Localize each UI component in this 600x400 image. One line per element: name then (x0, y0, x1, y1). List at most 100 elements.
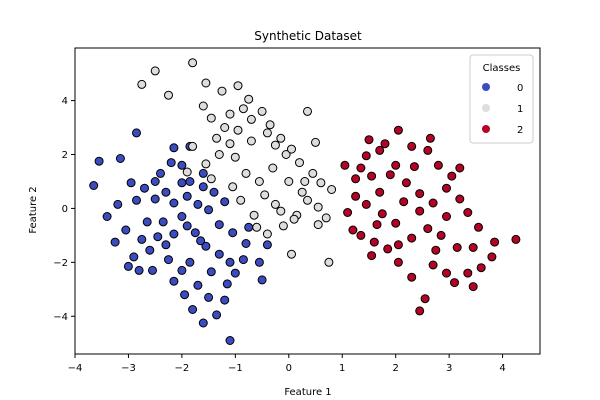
point-class-1 (284, 177, 294, 186)
point-class-2 (361, 199, 371, 209)
point-class-1 (311, 137, 320, 147)
point-class-0 (110, 237, 120, 247)
point-class-0 (121, 225, 131, 235)
point-class-0 (150, 177, 160, 186)
point-class-0 (204, 205, 214, 215)
point-class-1 (233, 81, 243, 91)
point-class-2 (442, 183, 451, 193)
point-class-1 (260, 190, 270, 200)
point-class-2 (423, 224, 433, 234)
x-tick-label: −2 (175, 363, 190, 374)
point-class-2 (393, 125, 403, 135)
point-class-1 (324, 257, 334, 267)
series-0 (89, 128, 272, 345)
legend-marker-1 (482, 104, 490, 112)
point-class-0 (182, 191, 192, 201)
point-class-1 (246, 136, 256, 146)
point-class-2 (428, 260, 438, 270)
point-class-0 (153, 232, 163, 242)
point-class-2 (380, 139, 390, 149)
y-tick-label: 0 (62, 204, 68, 215)
point-class-1 (300, 177, 310, 186)
point-class-0 (166, 158, 176, 168)
point-class-0 (169, 276, 179, 286)
point-class-0 (126, 178, 136, 188)
point-class-0 (169, 143, 179, 153)
point-class-0 (180, 290, 190, 300)
point-class-0 (89, 181, 99, 190)
point-class-1 (201, 159, 211, 169)
point-class-0 (241, 239, 251, 248)
point-class-0 (169, 229, 179, 239)
point-class-2 (401, 178, 411, 188)
point-class-1 (265, 120, 275, 130)
point-class-0 (193, 280, 203, 290)
point-class-1 (238, 104, 248, 114)
point-class-2 (415, 189, 425, 199)
axes-frame (74, 47, 541, 355)
point-class-2 (375, 187, 385, 197)
point-class-0 (177, 160, 187, 170)
y-tick-label: −4 (53, 312, 68, 323)
point-class-1 (268, 163, 278, 173)
point-class-1 (212, 133, 222, 143)
point-class-2 (433, 160, 443, 170)
point-class-1 (257, 106, 267, 116)
point-class-0 (204, 292, 214, 302)
point-class-1 (225, 139, 235, 149)
point-class-1 (188, 141, 198, 151)
point-class-2 (407, 272, 417, 282)
point-class-1 (262, 128, 272, 138)
point-class-2 (391, 160, 401, 170)
point-class-1 (220, 123, 230, 132)
point-class-2 (455, 163, 465, 173)
point-class-2 (348, 225, 358, 235)
point-class-2 (447, 171, 457, 181)
point-class-2 (474, 222, 483, 232)
point-class-1 (230, 152, 240, 162)
point-class-0 (185, 177, 195, 186)
point-class-0 (209, 187, 219, 197)
point-class-0 (220, 197, 230, 207)
point-class-0 (222, 279, 232, 289)
point-class-0 (238, 255, 248, 265)
point-class-2 (375, 145, 385, 155)
point-class-1 (244, 94, 254, 104)
point-class-1 (198, 101, 208, 111)
point-class-2 (450, 278, 459, 288)
point-class-2 (490, 237, 500, 247)
point-class-0 (182, 221, 192, 231)
point-class-2 (425, 133, 435, 143)
point-class-0 (145, 245, 155, 255)
point-class-0 (177, 265, 187, 275)
y-axis-title: Feature 2 (28, 186, 39, 233)
point-class-2 (356, 163, 366, 173)
point-class-0 (137, 234, 147, 244)
point-class-1 (303, 195, 312, 205)
legend-label-2: 2 (517, 125, 523, 136)
point-class-2 (383, 244, 393, 254)
y-tick-label: 4 (62, 96, 68, 107)
point-class-2 (351, 174, 361, 184)
point-class-0 (220, 295, 230, 305)
point-class-1 (246, 114, 256, 124)
point-class-0 (140, 183, 149, 193)
point-class-1 (188, 58, 198, 68)
y-tick-label: 2 (62, 150, 68, 161)
point-class-1 (217, 86, 227, 96)
point-class-1 (241, 168, 251, 178)
point-class-0 (150, 194, 160, 204)
point-class-0 (196, 236, 206, 246)
x-tick-label: −1 (228, 363, 243, 374)
x-tick-label: 2 (393, 363, 399, 374)
point-class-2 (367, 251, 377, 261)
legend-title: Classes (483, 63, 521, 74)
point-class-2 (452, 243, 462, 252)
point-class-0 (262, 240, 272, 250)
x-tick-label: −4 (68, 363, 83, 374)
point-class-0 (244, 222, 254, 232)
point-class-1 (313, 220, 323, 230)
point-class-1 (206, 174, 216, 184)
point-class-2 (415, 206, 425, 216)
point-class-1 (249, 210, 259, 220)
